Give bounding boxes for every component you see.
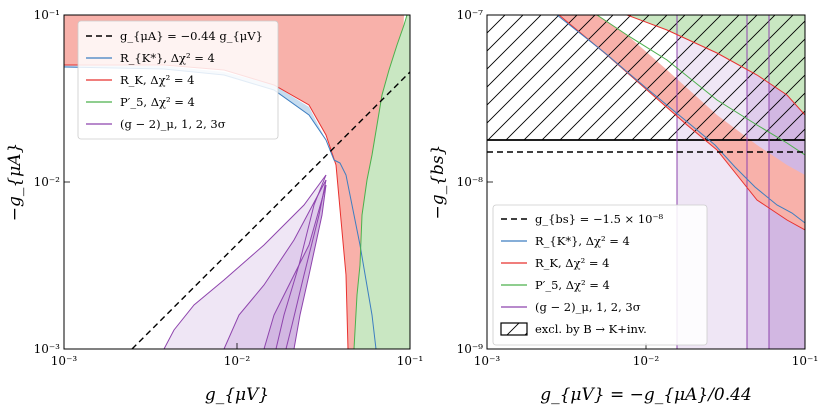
left-ticks — [63, 14, 411, 350]
right-legend-label-4: P′_5, Δχ² = 4 — [535, 278, 610, 292]
g2-band-2sigma — [224, 180, 326, 349]
right-ticks — [486, 14, 806, 350]
rk-region-right — [559, 15, 805, 230]
left-legend-label-2: R_{K*}, Δχ² = 4 — [120, 51, 215, 65]
left-legend-box — [77, 20, 279, 140]
right-legend-swatch-6 — [500, 322, 528, 336]
g2-line-f — [293, 184, 327, 349]
left-legend: g_{μA} = −0.44 g_{μV} R_{K*}, Δχ² = 4 R_… — [77, 20, 279, 140]
left-xlabel: g_{μV} — [205, 385, 269, 405]
g2-line-b — [223, 179, 327, 349]
right-ytick-1: 10⁻⁹ — [457, 342, 484, 356]
right-legend: g_{bs} = −1.5 × 10⁻⁸ R_{K*}, Δχ² = 4 R_K… — [492, 204, 708, 346]
right-legend-label-6: excl. by B → K+inv. — [535, 322, 647, 336]
right-legend-label-5: (g − 2)_μ, 1, 2, 3σ — [535, 300, 641, 314]
rk-region — [64, 15, 410, 349]
left-xtick-1: 10⁻³ — [51, 354, 78, 368]
left-legend-label-1: g_{μA} = −0.44 g_{μV} — [120, 29, 263, 43]
right-legend-label-1: g_{bs} = −1.5 × 10⁻⁸ — [535, 212, 664, 226]
left-xtick-3: 10⁻¹ — [397, 354, 423, 368]
p5-line — [353, 15, 408, 349]
g2-line-a — [163, 174, 327, 349]
right-panel: 10⁻³ 10⁻² 10⁻¹ 10⁻⁹ 10⁻⁸ 10⁻⁷ g_{μV} = −… — [428, 8, 818, 405]
left-ytick-2: 10⁻² — [34, 175, 61, 189]
left-legend-label-4: P′_5, Δχ² = 4 — [120, 95, 195, 109]
exclusion-region — [487, 15, 805, 140]
left-panel: 10⁻³ 10⁻² 10⁻¹ 10⁻³ 10⁻² 10⁻¹ g_{μV} −g_… — [5, 8, 423, 405]
relation-dashed-line — [131, 71, 410, 349]
rkstar-line-right — [556, 15, 805, 224]
right-xtick-2: 10⁻² — [633, 354, 660, 368]
g2-line-d — [275, 174, 327, 349]
left-ytick-1: 10⁻³ — [34, 342, 61, 356]
left-plot-area — [64, 15, 410, 349]
g2-band-1sigma — [264, 185, 326, 349]
right-legend-label-3: R_K, Δχ² = 4 — [535, 256, 609, 270]
g2-line-e — [285, 179, 327, 349]
left-xtick-2: 10⁻² — [224, 354, 251, 368]
rk-line-right-upper — [626, 15, 805, 116]
right-legend-label-2: R_{K*}, Δχ² = 4 — [535, 234, 630, 248]
right-xtick-3: 10⁻¹ — [792, 354, 818, 368]
right-legend-box — [492, 204, 708, 346]
right-ytick-3: 10⁻⁷ — [457, 8, 484, 22]
right-ytick-2: 10⁻⁸ — [457, 175, 484, 189]
right-xlabel: g_{μV} = −g_{μA}/0.44 — [540, 385, 752, 405]
left-ylabel: −g_{μA} — [5, 143, 25, 222]
left-ytick-3: 10⁻¹ — [34, 8, 60, 22]
g2-line-c — [263, 184, 327, 349]
left-legend-label-5: (g − 2)_μ, 1, 2, 3σ — [120, 117, 226, 131]
right-xtick-1: 10⁻³ — [474, 354, 501, 368]
p5-region — [354, 15, 410, 349]
p5-line-right — [596, 15, 805, 156]
right-ylabel: −g_{bs} — [428, 145, 448, 220]
left-legend-label-3: R_K, Δχ² = 4 — [120, 73, 194, 87]
